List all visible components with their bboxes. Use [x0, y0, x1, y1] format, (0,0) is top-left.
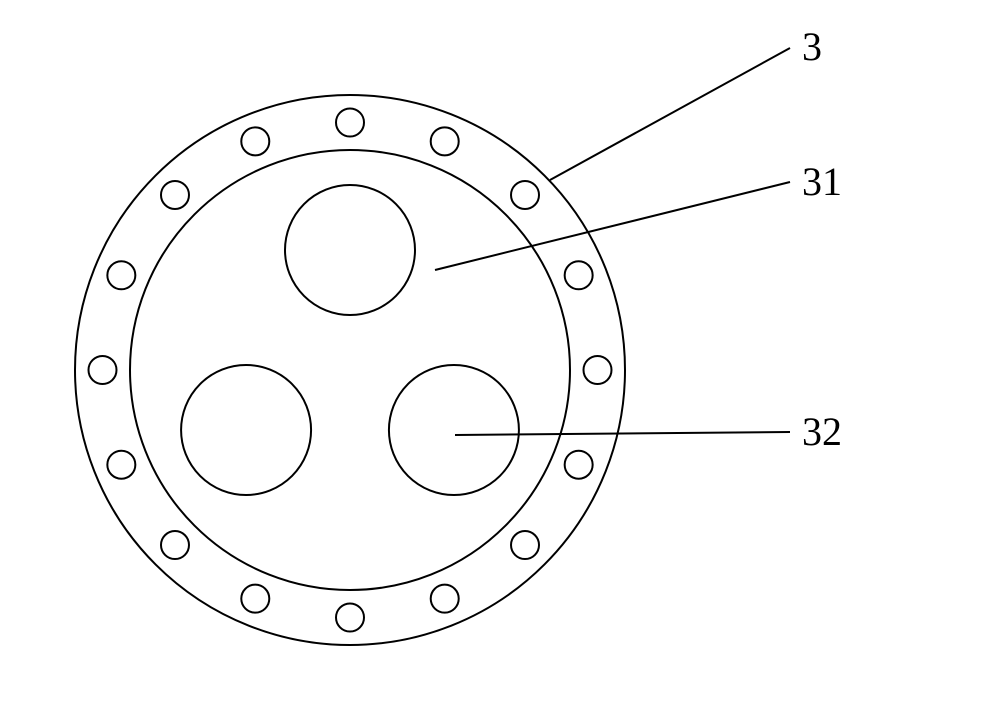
bolt-hole: [241, 127, 269, 155]
bolt-hole: [241, 585, 269, 613]
bolt-hole: [89, 356, 117, 384]
inner-flange-circle: [130, 150, 570, 590]
bolt-hole: [511, 181, 539, 209]
bolt-hole: [431, 585, 459, 613]
large-hole: [285, 185, 415, 315]
label-32: 32: [802, 409, 842, 454]
bolt-hole: [565, 261, 593, 289]
label-31: 31: [802, 159, 842, 204]
bolt-hole: [107, 261, 135, 289]
large-hole: [181, 365, 311, 495]
bolt-hole: [511, 531, 539, 559]
bolt-hole: [107, 451, 135, 479]
bolt-hole: [431, 127, 459, 155]
bolt-hole: [336, 109, 364, 137]
outer-flange-circle: [75, 95, 625, 645]
large-hole: [389, 365, 519, 495]
bolt-hole: [565, 451, 593, 479]
bolt-hole: [161, 531, 189, 559]
label-3: 3: [802, 24, 822, 69]
bolt-hole: [161, 181, 189, 209]
leader-line-l32: [455, 432, 790, 435]
leader-line-l31: [435, 182, 790, 270]
bolt-hole: [584, 356, 612, 384]
leader-line-l3: [550, 48, 790, 180]
flange-diagram-svg: 3 31 32: [0, 0, 1000, 721]
bolt-hole: [336, 604, 364, 632]
